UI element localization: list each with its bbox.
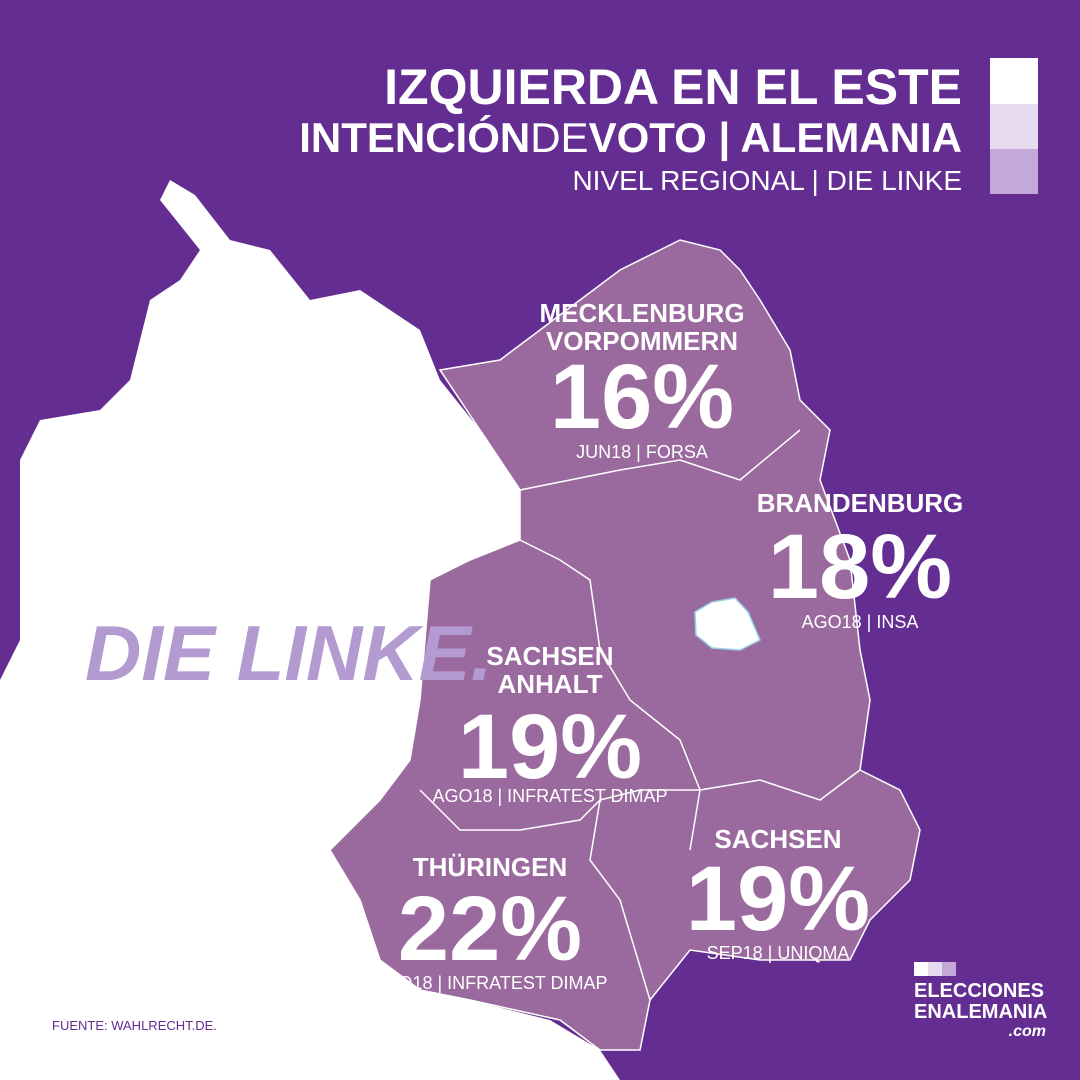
brand-line: ENALEMANIA <box>914 1001 1047 1023</box>
logo: DIE LINKE. <box>85 609 492 697</box>
brand-square <box>928 962 942 976</box>
title: IZQUIERDA EN EL ESTE <box>384 59 962 115</box>
swatch <box>990 58 1038 104</box>
region-name: VORPOMMERN <box>546 326 738 356</box>
region-value: 16% <box>550 346 734 448</box>
source: FUENTE: WAHLRECHT.DE. <box>52 1018 217 1033</box>
region-source: AGO18 | INFRATEST DIMAP <box>432 786 667 806</box>
border <box>419 789 601 831</box>
brand: ELECCIONES ENALEMANIA .com <box>914 962 1047 1040</box>
region-name: ANHALT <box>498 669 603 699</box>
berlin <box>694 597 761 651</box>
subtitle-part: INTENCIÓN <box>299 113 530 161</box>
region-value: 18% <box>768 516 952 618</box>
west-germany <box>0 180 620 1080</box>
border <box>519 539 701 851</box>
region-source: AGO18 | INFRATEST DIMAP <box>372 973 607 993</box>
legend-squares <box>990 58 1038 194</box>
region-name: SACHSEN <box>714 824 841 854</box>
brand-square <box>914 962 928 976</box>
region-source: SEP18 | UNIQMA <box>707 943 850 963</box>
region-value: 19% <box>458 696 642 798</box>
region-value: 22% <box>398 878 582 980</box>
brand-line: .com <box>1009 1023 1046 1040</box>
brand-square <box>942 962 956 976</box>
region-name: MECKLENBURG <box>539 298 744 328</box>
region-borders <box>419 429 861 1001</box>
tagline: NIVEL REGIONAL | DIE LINKE <box>572 165 962 196</box>
border <box>589 799 651 1001</box>
brand-line: ELECCIONES <box>914 980 1044 1002</box>
region-name: BRANDENBURG <box>757 488 964 518</box>
border <box>479 429 801 491</box>
east-germany <box>329 239 921 1051</box>
swatch <box>990 104 1038 149</box>
region-source: AGO18 | INSA <box>802 612 919 632</box>
region-source: JUN18 | FORSA <box>576 442 708 462</box>
region-value: 19% <box>686 848 870 950</box>
region-name: THÜRINGEN <box>413 852 568 882</box>
subtitle-part: DE <box>530 114 588 161</box>
region-name: SACHSEN <box>486 641 613 671</box>
subtitle: INTENCIÓNDEVOTO | ALEMANIA <box>299 113 962 162</box>
swatch <box>990 149 1038 194</box>
subtitle-part: VOTO | ALEMANIA <box>589 114 962 162</box>
border <box>599 769 861 801</box>
